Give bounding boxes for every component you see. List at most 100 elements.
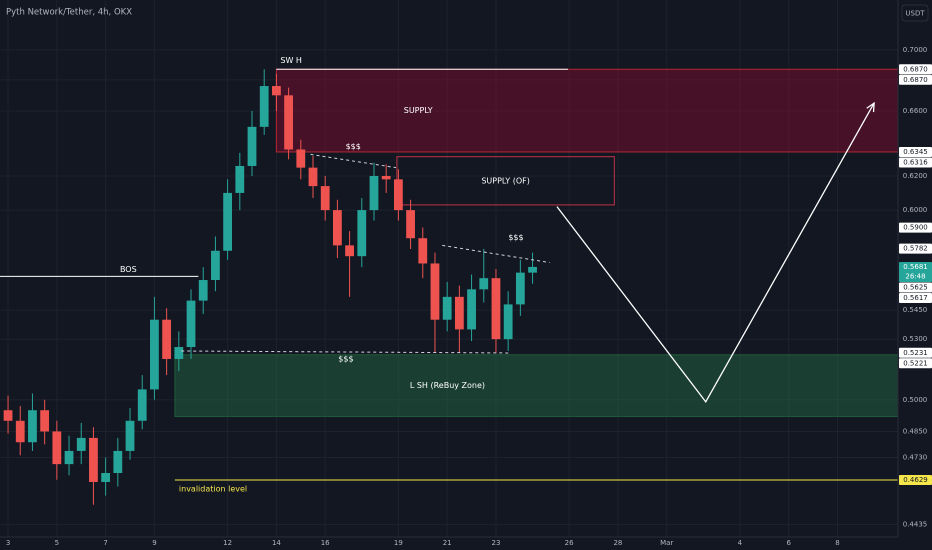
price-label: 0.5681 (903, 263, 928, 271)
y-tick-label: 0.4730 (903, 454, 928, 462)
annotation-label: $$$ (346, 142, 361, 151)
candle-body (479, 278, 489, 290)
candle-body (332, 210, 342, 246)
candle-body (52, 431, 62, 465)
price-label: 0.5617 (903, 294, 928, 302)
drawings: SW H BOS invalidation level $$$ $$$ $$$ (0, 56, 898, 493)
candle-body (223, 192, 233, 251)
price-label: 0.5221 (903, 359, 928, 367)
candle-body (76, 437, 86, 451)
annotation-label: invalidation level (179, 484, 247, 493)
y-tick-label: 0.5450 (903, 306, 928, 314)
axes: 0.70000.68000.66000.62000.60000.54500.53… (6, 46, 932, 547)
x-tick-label: 3 (6, 539, 10, 547)
y-tick-label: 0.7000 (903, 46, 928, 54)
zone-label: L SH (ReBuy Zone) (410, 381, 485, 390)
candles (3, 69, 537, 505)
candle-body (247, 126, 257, 166)
x-tick-label: 12 (223, 539, 232, 547)
annotation-line (442, 244, 550, 264)
x-tick-label: 4 (738, 539, 743, 547)
candle-body (491, 278, 501, 340)
y-tick-label: 0.6200 (903, 172, 928, 180)
y-tick-label: 0.5300 (903, 335, 928, 343)
x-tick-label: 14 (272, 539, 281, 547)
x-tick-label: 28 (613, 539, 622, 547)
y-tick-label: 0.4850 (903, 427, 928, 435)
price-label: 0.6316 (903, 158, 928, 166)
price-label: 0.5900 (903, 224, 928, 232)
candle-body (64, 450, 74, 465)
x-tick-label: 21 (443, 539, 452, 547)
price-label-box (899, 222, 932, 233)
candle-body (284, 95, 293, 150)
annotation-label: BOS (120, 265, 137, 274)
price-label-box (899, 282, 932, 293)
candle-body (150, 319, 159, 390)
price-label-box (899, 261, 932, 282)
currency-label[interactable]: USDT (905, 10, 925, 18)
candle-body (235, 165, 245, 193)
candle-body (393, 179, 403, 211)
candle-body (162, 319, 172, 359)
zone (174, 354, 899, 418)
candle-body (89, 437, 98, 482)
candle-body (308, 167, 318, 187)
candle-body (259, 86, 269, 127)
candle-body (3, 410, 13, 421)
x-tick-label: 7 (103, 539, 107, 547)
candle-body (454, 296, 464, 330)
price-label-box (899, 474, 932, 485)
candle-body (381, 176, 391, 180)
grid (0, 0, 898, 537)
candle-body (515, 272, 525, 305)
zone (275, 68, 899, 153)
candle-body (174, 347, 184, 359)
countdown-label: 26:48 (905, 272, 925, 280)
price-label: 0.6345 (903, 148, 928, 156)
x-tick-label: 19 (394, 539, 403, 547)
candle-body (528, 266, 537, 273)
candle-body (198, 280, 208, 301)
arrow-head (866, 101, 875, 113)
price-label-box (899, 358, 932, 369)
candle-body (503, 304, 513, 340)
price-label-box (899, 64, 932, 75)
candle-body (296, 149, 306, 168)
x-tick-label: 6 (786, 539, 791, 547)
y-tick-label: 0.6600 (903, 107, 928, 115)
candle-body (15, 420, 25, 443)
annotation-label: SW H (280, 56, 302, 65)
x-tick-label: Mar (660, 539, 673, 547)
forecast-arrow (556, 102, 875, 404)
candle-body (28, 410, 37, 443)
candle-body (345, 245, 354, 257)
annotation-label: $$$ (338, 354, 353, 363)
candle-body (430, 263, 440, 320)
candle-body (186, 300, 196, 348)
y-tick-label: 0.6000 (903, 206, 928, 214)
candle-body (442, 296, 452, 320)
zone-label: SUPPLY (OF) (481, 176, 530, 185)
candle-body (101, 473, 111, 482)
price-label-box (899, 146, 932, 157)
candle-body (406, 210, 415, 239)
price-label: 0.6870 (903, 76, 928, 84)
x-tick-label: 16 (321, 539, 330, 547)
annotation-line (181, 350, 511, 354)
currency-button[interactable] (901, 4, 929, 22)
candle-body (357, 210, 367, 257)
price-label: 0.5782 (903, 245, 928, 253)
price-label: 0.5625 (903, 283, 928, 291)
annotation-line (310, 153, 397, 169)
candle-body (418, 238, 428, 264)
candle-body (113, 450, 123, 474)
x-tick-label: 23 (492, 539, 501, 547)
y-tick-label: 0.4435 (903, 520, 928, 528)
x-tick-label: 9 (152, 539, 156, 547)
candle-body (211, 250, 220, 281)
price-label: 0.5231 (903, 349, 928, 357)
x-tick-label: 8 (835, 539, 839, 547)
price-label-box (899, 347, 932, 358)
